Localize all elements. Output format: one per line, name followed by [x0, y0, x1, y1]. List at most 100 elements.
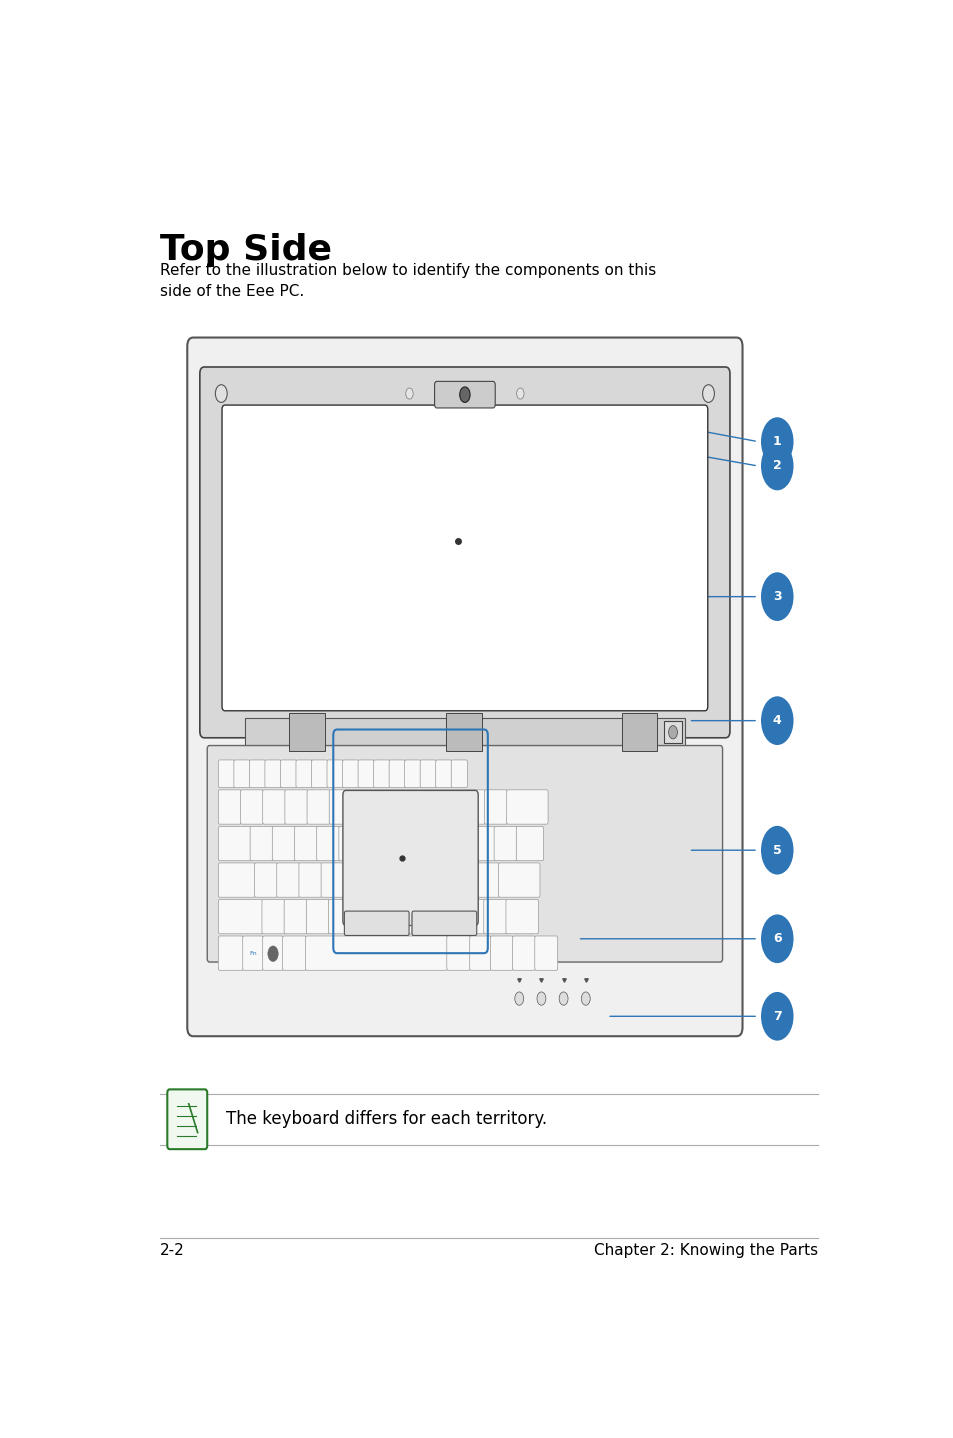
FancyBboxPatch shape [316, 827, 339, 861]
FancyBboxPatch shape [498, 863, 539, 897]
Bar [663, 722, 681, 743]
Circle shape [760, 441, 793, 490]
FancyBboxPatch shape [254, 863, 277, 897]
FancyBboxPatch shape [207, 745, 721, 962]
FancyBboxPatch shape [412, 912, 476, 936]
FancyBboxPatch shape [374, 789, 396, 824]
Circle shape [701, 385, 714, 403]
Text: 5: 5 [772, 844, 781, 857]
Circle shape [537, 992, 545, 1005]
FancyBboxPatch shape [298, 863, 321, 897]
FancyBboxPatch shape [276, 863, 299, 897]
FancyBboxPatch shape [342, 791, 477, 926]
FancyBboxPatch shape [535, 936, 558, 971]
FancyBboxPatch shape [410, 863, 433, 897]
Text: Chapter 2: Knowing the Parts: Chapter 2: Knowing the Parts [593, 1244, 817, 1258]
FancyBboxPatch shape [218, 863, 255, 897]
FancyBboxPatch shape [321, 863, 344, 897]
FancyBboxPatch shape [483, 899, 506, 933]
FancyBboxPatch shape [262, 899, 285, 933]
FancyBboxPatch shape [395, 789, 418, 824]
Circle shape [459, 387, 470, 403]
FancyBboxPatch shape [218, 789, 241, 824]
Circle shape [517, 388, 523, 400]
FancyBboxPatch shape [449, 827, 472, 861]
FancyBboxPatch shape [250, 827, 273, 861]
FancyBboxPatch shape [307, 789, 330, 824]
FancyBboxPatch shape [305, 936, 447, 971]
Circle shape [760, 696, 793, 745]
FancyBboxPatch shape [357, 759, 374, 788]
FancyBboxPatch shape [218, 936, 243, 971]
Text: 7: 7 [772, 1009, 781, 1022]
FancyBboxPatch shape [417, 789, 440, 824]
Circle shape [668, 726, 677, 739]
FancyBboxPatch shape [329, 789, 352, 824]
FancyBboxPatch shape [294, 827, 317, 861]
FancyBboxPatch shape [328, 899, 351, 933]
FancyBboxPatch shape [419, 759, 436, 788]
FancyBboxPatch shape [461, 899, 484, 933]
Text: The keyboard differs for each territory.: The keyboard differs for each territory. [226, 1110, 547, 1129]
FancyBboxPatch shape [262, 936, 283, 971]
FancyBboxPatch shape [439, 789, 462, 824]
FancyBboxPatch shape [427, 827, 450, 861]
FancyBboxPatch shape [249, 759, 265, 788]
FancyBboxPatch shape [446, 936, 470, 971]
Circle shape [405, 388, 413, 400]
Text: 2-2: 2-2 [160, 1244, 185, 1258]
FancyBboxPatch shape [344, 912, 409, 936]
FancyBboxPatch shape [395, 899, 417, 933]
FancyBboxPatch shape [484, 789, 507, 824]
Text: Top Side: Top Side [160, 233, 332, 267]
FancyBboxPatch shape [342, 759, 358, 788]
Circle shape [760, 992, 793, 1041]
FancyBboxPatch shape [262, 789, 285, 824]
Circle shape [580, 992, 590, 1005]
FancyBboxPatch shape [505, 899, 537, 933]
FancyBboxPatch shape [373, 899, 395, 933]
FancyBboxPatch shape [282, 936, 306, 971]
FancyBboxPatch shape [338, 827, 361, 861]
Circle shape [760, 572, 793, 621]
FancyBboxPatch shape [436, 759, 452, 788]
FancyBboxPatch shape [374, 759, 390, 788]
FancyBboxPatch shape [432, 863, 455, 897]
FancyBboxPatch shape [454, 863, 476, 897]
FancyBboxPatch shape [327, 759, 343, 788]
FancyBboxPatch shape [506, 789, 547, 824]
Text: 3: 3 [772, 590, 781, 603]
FancyBboxPatch shape [516, 827, 543, 861]
FancyBboxPatch shape [512, 936, 535, 971]
Circle shape [215, 385, 227, 403]
FancyBboxPatch shape [383, 827, 406, 861]
FancyBboxPatch shape [272, 827, 294, 861]
Bar [621, 713, 657, 751]
FancyBboxPatch shape [222, 406, 707, 710]
FancyBboxPatch shape [416, 899, 439, 933]
FancyBboxPatch shape [387, 863, 410, 897]
Circle shape [760, 915, 793, 963]
FancyBboxPatch shape [472, 827, 495, 861]
Circle shape [515, 992, 523, 1005]
Bar [446, 713, 481, 751]
FancyBboxPatch shape [280, 759, 296, 788]
Text: 6: 6 [772, 932, 781, 945]
FancyBboxPatch shape [476, 863, 498, 897]
FancyBboxPatch shape [404, 759, 420, 788]
FancyBboxPatch shape [233, 759, 250, 788]
Text: 4: 4 [772, 715, 781, 728]
FancyBboxPatch shape [295, 759, 312, 788]
Text: Refer to the illustration below to identify the components on this
side of the E: Refer to the illustration below to ident… [160, 263, 656, 299]
FancyBboxPatch shape [469, 936, 491, 971]
FancyBboxPatch shape [490, 936, 513, 971]
Bar [245, 718, 684, 746]
FancyBboxPatch shape [311, 759, 328, 788]
FancyBboxPatch shape [451, 759, 467, 788]
Circle shape [558, 992, 567, 1005]
FancyBboxPatch shape [240, 789, 263, 824]
Text: 1: 1 [772, 436, 781, 449]
FancyBboxPatch shape [365, 863, 388, 897]
Bar [289, 713, 324, 751]
FancyBboxPatch shape [242, 936, 263, 971]
